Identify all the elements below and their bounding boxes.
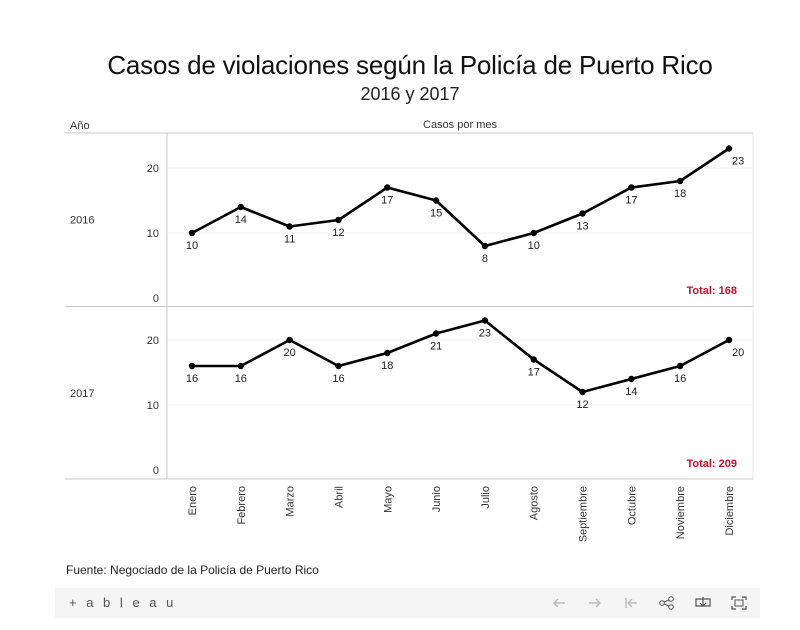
data-label: 11	[284, 234, 295, 246]
data-point-2017-Septiembre	[579, 388, 586, 396]
x-tick-label: Agosto	[529, 486, 541, 520]
share-icon[interactable]	[656, 593, 678, 613]
data-label: 12	[332, 227, 344, 239]
total-label-2017: Total: 209	[686, 458, 737, 470]
y-tick-label: 0	[153, 293, 159, 305]
data-point-2016-Abril	[335, 216, 342, 224]
x-tick-label: Febrero	[236, 486, 248, 525]
x-tick-label: Marzo	[285, 486, 297, 517]
data-label: 18	[381, 360, 393, 372]
data-point-2016-Diciembre	[725, 145, 733, 152]
redo-icon[interactable]	[584, 593, 606, 613]
data-point-2016-Enero	[188, 229, 196, 237]
viz-frame	[55, 20, 760, 620]
data-point-2017-Abril	[335, 362, 342, 370]
x-tick-label: Diciembre	[724, 486, 736, 536]
data-label: 17	[381, 195, 393, 207]
tableau-logo: + a b l e a u	[69, 595, 177, 610]
x-tick-label: Enero	[187, 486, 199, 515]
data-label: 18	[674, 188, 686, 200]
x-tick-label: Noviembre	[675, 486, 687, 539]
data-point-2016-Agosto	[530, 229, 537, 237]
data-label: 17	[625, 195, 637, 207]
data-label: 10	[186, 240, 198, 252]
data-label: 12	[576, 399, 588, 411]
row-label-2017: 2017	[70, 388, 94, 400]
x-tick-label: Septiembre	[578, 486, 590, 542]
x-tick-label: Junio	[431, 486, 443, 512]
data-label: 20	[284, 347, 296, 359]
data-point-2017-Octubre	[628, 375, 635, 383]
data-label: 20	[732, 347, 744, 359]
data-label: 17	[528, 367, 540, 379]
data-point-2016-Junio	[432, 197, 440, 204]
y-tick-label: 10	[147, 400, 159, 412]
download-icon[interactable]	[692, 593, 714, 613]
revert-icon[interactable]	[620, 593, 642, 613]
data-point-2017-Diciembre	[725, 336, 733, 344]
data-point-2017-Junio	[432, 330, 440, 337]
data-label: 16	[332, 373, 344, 385]
data-label: 15	[430, 208, 442, 220]
data-point-2017-Noviembre	[676, 362, 684, 370]
data-point-2017-Julio	[481, 317, 489, 324]
chart-title: Casos de violaciones según la Policía de…	[107, 50, 713, 80]
data-label: 16	[186, 373, 198, 385]
tableau-toolbar: + a b l e a u	[55, 588, 760, 618]
data-label: 10	[528, 240, 540, 252]
data-point-2017-Agosto	[530, 356, 537, 363]
data-point-2017-Mayo	[384, 349, 391, 357]
data-label: 14	[625, 386, 637, 398]
data-point-2016-Mayo	[384, 184, 391, 191]
chart-subtitle: 2016 y 2017	[360, 84, 460, 104]
data-label: 14	[235, 214, 247, 226]
row-label-2016: 2016	[70, 215, 94, 227]
data-label: 16	[674, 373, 686, 385]
data-point-2017-Enero	[188, 362, 196, 370]
y-tick-label: 20	[147, 335, 159, 347]
data-label: 8	[482, 253, 488, 265]
x-tick-label: Julio	[480, 486, 492, 509]
y-tick-label: 0	[153, 465, 159, 477]
data-point-2016-Octubre	[628, 184, 635, 191]
data-point-2016-Marzo	[286, 223, 293, 230]
data-point-2016-Julio	[481, 242, 489, 250]
data-label: 16	[235, 373, 247, 385]
data-point-2016-Septiembre	[579, 210, 586, 217]
series-line-2017	[192, 319, 730, 394]
data-point-2016-Noviembre	[676, 177, 684, 185]
x-tick-label: Abril	[333, 486, 345, 508]
y-tick-label: 20	[147, 163, 159, 175]
total-label-2016: Total: 168	[686, 285, 737, 297]
fullscreen-icon[interactable]	[728, 593, 750, 613]
data-point-2017-Marzo	[286, 336, 293, 344]
data-label: 21	[430, 341, 442, 353]
x-tick-label: Mayo	[382, 486, 394, 513]
source-note: Fuente: Negociado de la Policía de Puert…	[66, 563, 319, 577]
undo-icon[interactable]	[548, 593, 570, 613]
data-point-2017-Febrero	[237, 362, 245, 370]
column-header: Casos por mes	[423, 119, 497, 131]
data-point-2016-Febrero	[237, 203, 245, 211]
y-tick-label: 10	[147, 228, 159, 240]
data-label: 23	[732, 156, 744, 168]
data-label: 23	[479, 328, 491, 340]
series-line-2016	[191, 147, 730, 248]
data-label: 13	[576, 221, 588, 233]
x-tick-label: Octubre	[626, 486, 638, 525]
row-header: Año	[70, 120, 90, 132]
